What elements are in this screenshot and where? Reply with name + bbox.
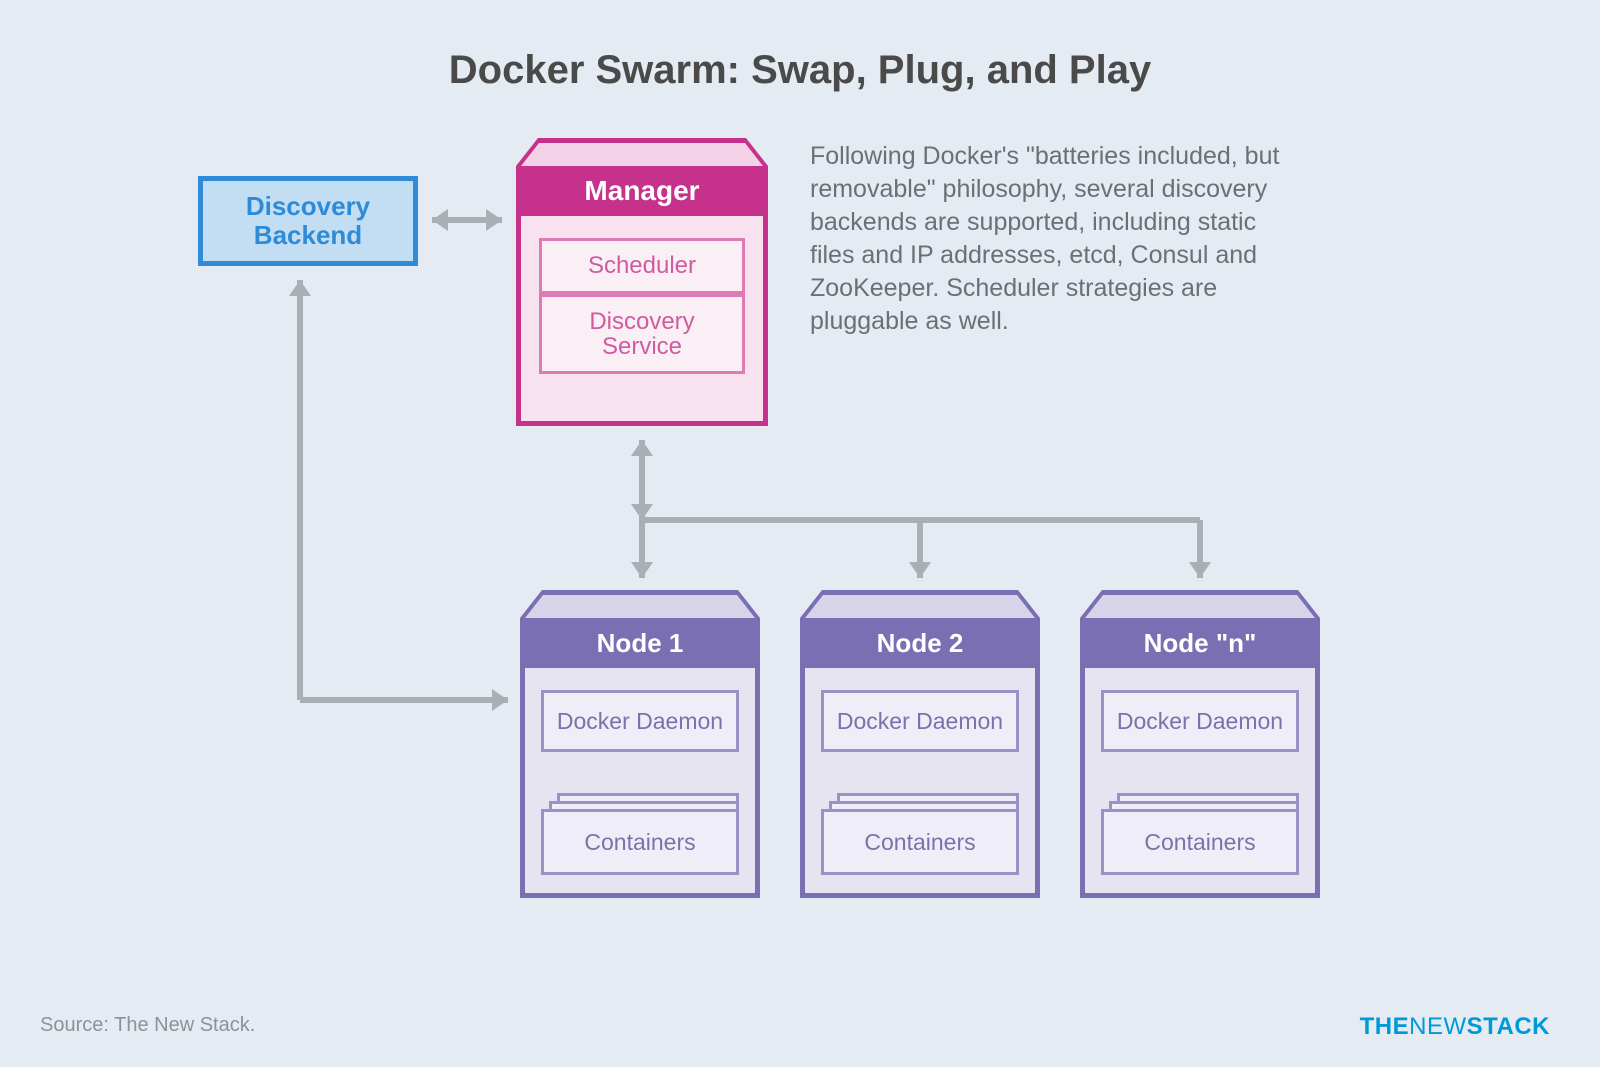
node-body: Docker Daemon Containers bbox=[1080, 668, 1320, 898]
node-body: Docker Daemon Containers bbox=[520, 668, 760, 898]
manager-header: Manager bbox=[516, 166, 768, 216]
diagram-canvas: Docker Swarm: Swap, Plug, and Play Disco… bbox=[0, 0, 1600, 1067]
node-header: Node 1 bbox=[520, 618, 760, 668]
connector-layer bbox=[0, 0, 1600, 1067]
node-lid bbox=[1080, 590, 1320, 618]
containers-label: Containers bbox=[864, 829, 975, 856]
containers-stack: Containers bbox=[1101, 793, 1299, 875]
node-title: Node 1 bbox=[597, 628, 684, 659]
discovery-backend-box: DiscoveryBackend bbox=[198, 176, 418, 266]
manager-body: Scheduler DiscoveryService bbox=[516, 216, 768, 426]
manager-box: Manager Scheduler DiscoveryService bbox=[516, 138, 768, 426]
docker-daemon-label: Docker Daemon bbox=[557, 709, 723, 733]
node-box: Node 2 Docker Daemon Containers bbox=[800, 590, 1040, 898]
containers-label: Containers bbox=[1144, 829, 1255, 856]
logo-mid: NEW bbox=[1409, 1013, 1467, 1040]
manager-lid bbox=[516, 138, 768, 166]
docker-daemon-label: Docker Daemon bbox=[1117, 709, 1283, 733]
containers-front: Containers bbox=[821, 809, 1019, 875]
node-lid bbox=[800, 590, 1040, 618]
node-title: Node "n" bbox=[1144, 628, 1257, 659]
containers-stack: Containers bbox=[541, 793, 739, 875]
description-text: Following Docker's "batteries included, … bbox=[810, 140, 1280, 338]
containers-front: Containers bbox=[1101, 809, 1299, 875]
docker-daemon-box: Docker Daemon bbox=[1101, 690, 1299, 752]
containers-stack: Containers bbox=[821, 793, 1019, 875]
discovery-service-label: DiscoveryService bbox=[589, 309, 694, 359]
node-box: Node 1 Docker Daemon Containers bbox=[520, 590, 760, 898]
scheduler-box: Scheduler bbox=[539, 238, 745, 294]
diagram-title: Docker Swarm: Swap, Plug, and Play bbox=[0, 48, 1600, 93]
discovery-service-box: DiscoveryService bbox=[539, 294, 745, 374]
node-box: Node "n" Docker Daemon Containers bbox=[1080, 590, 1320, 898]
node-header: Node 2 bbox=[800, 618, 1040, 668]
docker-daemon-box: Docker Daemon bbox=[541, 690, 739, 752]
node-header: Node "n" bbox=[1080, 618, 1320, 668]
discovery-backend-label: DiscoveryBackend bbox=[246, 192, 370, 249]
logo-pre: THE bbox=[1360, 1013, 1410, 1040]
containers-front: Containers bbox=[541, 809, 739, 875]
thenewstack-logo: THENEWSTACK bbox=[1360, 1013, 1550, 1041]
scheduler-label: Scheduler bbox=[588, 253, 696, 278]
source-attribution: Source: The New Stack. bbox=[40, 1014, 255, 1037]
node-title: Node 2 bbox=[877, 628, 964, 659]
containers-label: Containers bbox=[584, 829, 695, 856]
node-body: Docker Daemon Containers bbox=[800, 668, 1040, 898]
node-lid bbox=[520, 590, 760, 618]
docker-daemon-label: Docker Daemon bbox=[837, 709, 1003, 733]
docker-daemon-box: Docker Daemon bbox=[821, 690, 1019, 752]
logo-post: STACK bbox=[1467, 1013, 1550, 1040]
manager-title: Manager bbox=[584, 175, 699, 207]
